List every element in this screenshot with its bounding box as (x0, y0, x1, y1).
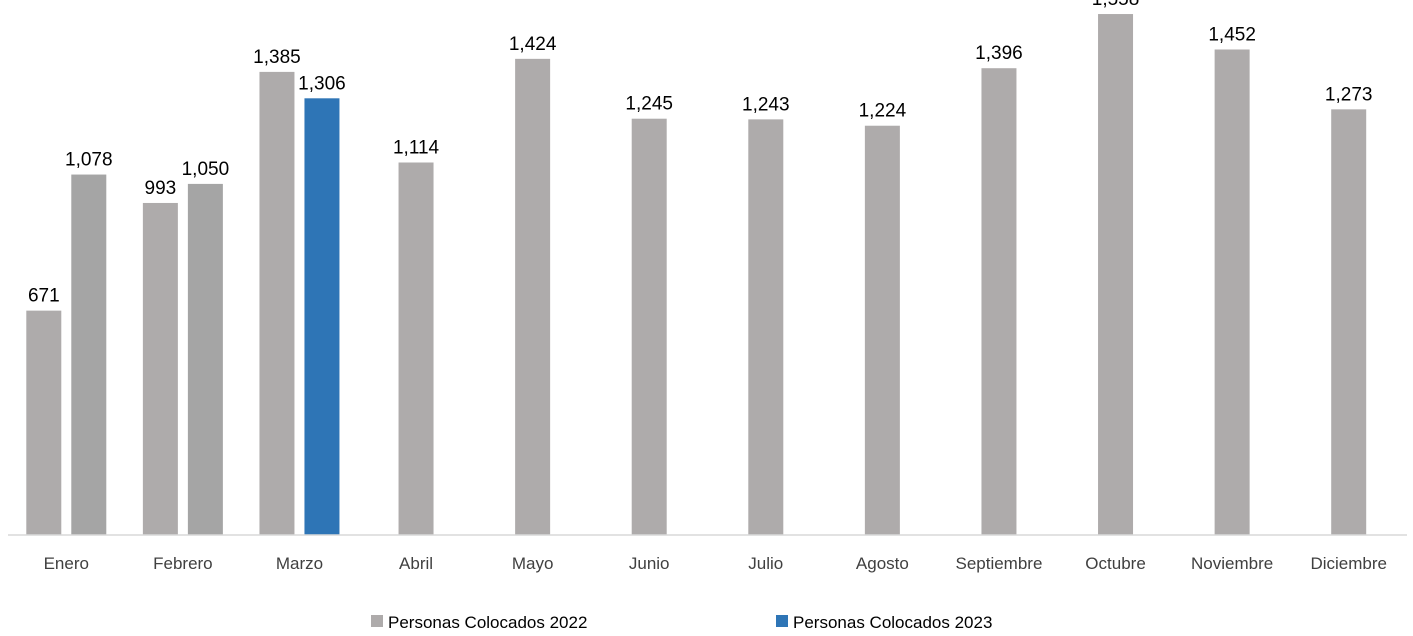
x-tick-label-enero: Enero (44, 554, 89, 573)
legend: Personas Colocados 2022 Personas Colocad… (371, 613, 992, 632)
data-label-2023-febrero: 1,050 (182, 159, 230, 180)
bar-2022-diciembre (1331, 109, 1367, 535)
bar-2022-enero (26, 310, 62, 535)
legend-label-2022: Personas Colocados 2022 (388, 613, 587, 632)
data-label-2022-abril: 1,114 (393, 138, 440, 159)
data-label-2022-julio: 1,243 (742, 94, 790, 115)
data-label-2022-mayo: 1,424 (509, 34, 557, 55)
data-label-2022-junio: 1,245 (625, 94, 673, 115)
x-tick-label-diciembre: Diciembre (1310, 554, 1387, 573)
x-tick-label-septiembre: Septiembre (955, 554, 1042, 573)
bar-2022-julio (748, 119, 784, 535)
data-label-2022-octubre: 1,558 (1092, 0, 1140, 10)
x-tick-label-julio: Julio (748, 554, 783, 573)
data-label-2022-enero: 671 (28, 286, 60, 307)
x-tick-label-noviembre: Noviembre (1191, 554, 1273, 573)
data-label-2022-noviembre: 1,452 (1208, 24, 1256, 45)
legend-swatch-2022 (371, 615, 383, 627)
bar-2022-junio (631, 118, 667, 535)
x-tick-label-marzo: Marzo (276, 554, 323, 573)
bar-2023-marzo (304, 98, 340, 536)
x-tick-label-octubre: Octubre (1085, 554, 1145, 573)
x-tick-label-junio: Junio (629, 554, 670, 573)
x-tick-label-abril: Abril (399, 554, 433, 573)
bar-2022-septiembre (981, 68, 1017, 536)
data-label-2023-enero: 1,078 (65, 150, 113, 171)
bar-2022-octubre (1098, 14, 1134, 535)
bar-2023-enero (71, 174, 107, 535)
bar-2023-febrero (187, 183, 223, 535)
legend-swatch-2023 (776, 615, 788, 627)
data-label-2022-agosto: 1,224 (859, 101, 907, 122)
bar-2022-noviembre (1214, 49, 1250, 536)
x-tick-labels-layer: Enero Febrero Marzo Abril Mayo Junio Julio Agos… (44, 554, 1387, 573)
bar-2022-mayo (515, 58, 551, 535)
bar-2022-febrero (142, 202, 178, 535)
data-label-2022-febrero: 993 (145, 178, 177, 199)
data-label-2023-marzo: 1,306 (298, 73, 346, 94)
data-label-2022-marzo: 1,385 (253, 47, 301, 68)
legend-label-2023: Personas Colocados 2023 (793, 613, 992, 632)
data-label-2022-diciembre: 1,273 (1325, 84, 1373, 105)
bar-2022-marzo (259, 71, 295, 535)
x-tick-label-agosto: Agosto (856, 554, 909, 573)
bars-layer (26, 14, 1367, 536)
x-tick-label-mayo: Mayo (512, 554, 554, 573)
data-label-2022-septiembre: 1,396 (975, 43, 1023, 64)
bar-2022-agosto (864, 125, 900, 535)
bar-2022-abril (398, 162, 434, 535)
x-tick-label-febrero: Febrero (153, 554, 213, 573)
